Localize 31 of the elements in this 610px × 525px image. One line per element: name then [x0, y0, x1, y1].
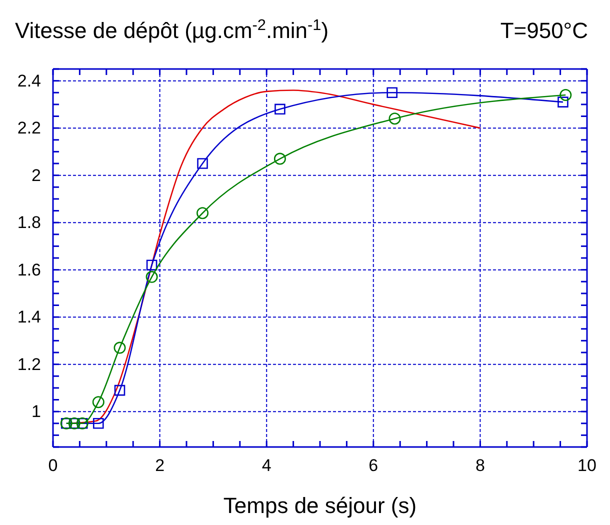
chart-title: Vitesse de dépôt (µg.cm$^{-2}$.min$^{-1}$): [15, 16, 329, 43]
point: [197, 158, 208, 169]
text: T=950°C: [500, 18, 588, 43]
y-tick-label: 2.2: [17, 118, 41, 138]
y-tick-label: 2.4: [17, 71, 41, 90]
x-tick-label: 4: [262, 456, 272, 476]
x-axis-title: Temps de séjour (s): [223, 493, 417, 518]
y-tick-label: 2: [32, 166, 41, 185]
point: [92, 418, 104, 429]
point: [92, 396, 104, 408]
point: [274, 152, 286, 165]
y-tick-label: 1.6: [17, 260, 41, 280]
x-tick-label: 8: [475, 456, 485, 476]
y-tick-label: 1.4: [17, 308, 41, 327]
point: [114, 342, 126, 354]
x-tick-label: 2: [155, 456, 165, 476]
x-tick-label: 10: [578, 456, 596, 476]
point: [114, 384, 126, 396]
point: [388, 112, 401, 125]
x-tick-label: 6: [368, 456, 378, 476]
y-tick-label: 1.8: [17, 213, 41, 232]
y-tick-label: 1: [32, 402, 41, 422]
point: [274, 104, 286, 115]
y-tick-label: 1.2: [17, 354, 41, 374]
point: [196, 207, 209, 220]
point: [386, 87, 398, 98]
point: [146, 260, 158, 270]
point: [560, 88, 572, 101]
point: [146, 270, 158, 283]
x-tick-label: 0: [48, 456, 58, 476]
point: [558, 96, 568, 108]
